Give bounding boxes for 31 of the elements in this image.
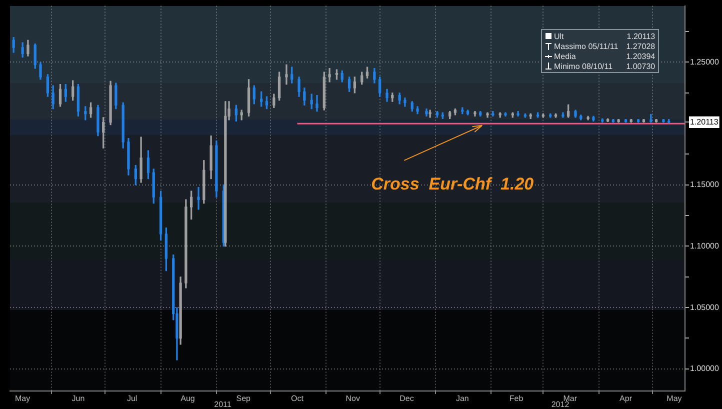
y-tick-label: 1.00000: [690, 364, 720, 374]
annotation: 1.00730: [626, 62, 656, 70]
y-tick-label: 1.25000: [690, 57, 720, 66]
text: 2012: [551, 400, 570, 409]
x-tick-label: Apr: [620, 394, 632, 404]
annotation: 1.20394: [626, 52, 656, 60]
x-tick-label: Dec: [400, 394, 414, 404]
annotation: Ult: [554, 32, 565, 40]
annotation: 1.27028: [626, 42, 656, 50]
text: 2011: [214, 400, 232, 409]
x-tick-label: Jun: [72, 394, 85, 404]
x-tick-label: Jan: [456, 394, 469, 404]
x-tick-label: Jul: [126, 394, 138, 404]
x-tick-label: Nov: [346, 394, 360, 404]
candlestick: [285, 64, 288, 85]
annotation: 1.20113: [626, 32, 656, 40]
y-tick-label: 1.15000: [690, 180, 720, 190]
y-tick-label: 1.20113: [690, 117, 719, 126]
annotation: Media: [554, 52, 577, 60]
y-tick-label: 1.10000: [690, 241, 720, 250]
x-tick-label: Sep: [236, 394, 252, 404]
x-tick-label: Feb: [509, 394, 524, 404]
y-tick-label: 1.05000: [690, 302, 720, 312]
x-tick-label: May: [666, 394, 682, 404]
x-tick-label: May: [15, 394, 30, 404]
x-tick-label: Aug: [180, 394, 195, 404]
annotation: Cross Eur-Chf 1.20: [371, 174, 534, 194]
annotation: Massimo 05/11/11: [554, 42, 618, 50]
x-tick-label: Oct: [291, 394, 304, 404]
candlestick: [197, 187, 200, 210]
annotation: Minimo 08/10/11: [554, 62, 614, 70]
